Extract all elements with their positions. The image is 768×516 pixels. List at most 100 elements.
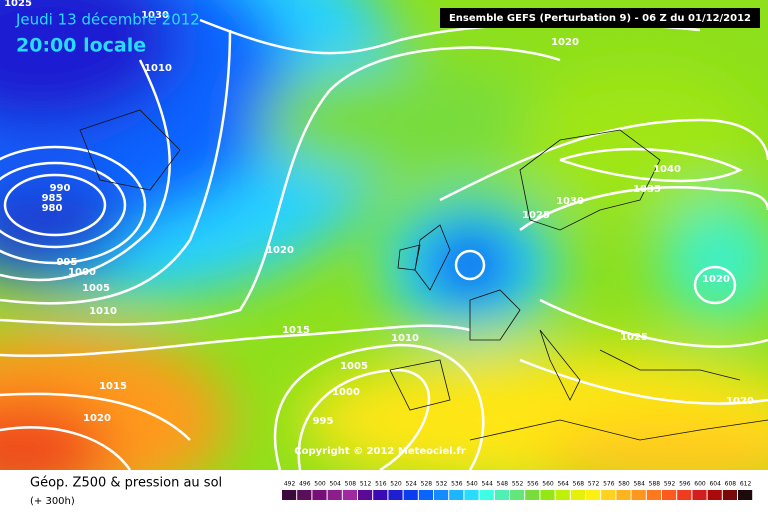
isobar-label: 1030 (556, 196, 584, 207)
legend-swatch (646, 490, 661, 500)
isobar-label: 1020 (702, 274, 730, 285)
legend-label: 568 (573, 481, 585, 488)
legend-label: 588 (649, 481, 661, 488)
isobar-label: 1020 (551, 37, 579, 48)
legend-swatch (662, 490, 677, 500)
local-time: 20:00 locale (16, 35, 146, 57)
legend-label: 572 (588, 481, 600, 488)
legend-swatch (677, 490, 692, 500)
legend-label: 604 (709, 481, 721, 488)
legend-swatch (510, 490, 525, 500)
legend-label: 540 (466, 481, 478, 488)
legend-label: 592 (664, 481, 676, 488)
legend-label: 492 (284, 481, 296, 488)
legend-swatch (555, 490, 570, 500)
legend-swatch (388, 490, 403, 500)
legend-swatch (479, 490, 494, 500)
legend-swatch (692, 490, 707, 500)
isobar-label: 1025 (4, 0, 32, 9)
isobar-label: 1005 (82, 283, 110, 294)
legend-label: 496 (299, 481, 311, 488)
footer-title: Géop. Z500 & pression au sol (30, 476, 222, 491)
legend-label: 556 (527, 481, 539, 488)
copyright: Copyright © 2012 Meteociel.fr (294, 446, 465, 457)
isobar-label: 1010 (89, 306, 117, 317)
isobar-label: 1015 (282, 325, 310, 336)
isobar-label: 1010 (391, 333, 419, 344)
coastlines (79, 109, 768, 441)
legend-label: 612 (740, 481, 752, 488)
legend-label: 524 (405, 481, 417, 488)
legend-swatch (434, 490, 449, 500)
legend-swatch (616, 490, 631, 500)
legend-swatch (403, 490, 418, 500)
isobar-label: 995 (313, 416, 334, 427)
isobar-label: 985 (42, 193, 63, 204)
isobar-label: 1025 (620, 332, 648, 343)
legend-label: 500 (314, 481, 326, 488)
legend-swatch (282, 490, 297, 500)
color-legend: 492 496 500 504 508 512 516 520 524 528 532 536 540 5… (282, 481, 753, 500)
isobar-label: 1000 (332, 387, 360, 398)
isobar-label: 980 (42, 203, 63, 214)
legend-swatch (722, 490, 737, 500)
date: Jeudi 13 décembre 2012 (15, 11, 200, 29)
legend-label: 576 (603, 481, 615, 488)
isobar-label: 1010 (144, 63, 172, 74)
legend-swatch (327, 490, 342, 500)
isobar-label: 1040 (653, 164, 681, 175)
legend-label: 552 (512, 481, 524, 488)
legend-swatch (494, 490, 509, 500)
legend-swatch (342, 490, 357, 500)
legend-label: 532 (436, 481, 448, 488)
legend-label: 512 (360, 481, 372, 488)
isobar-label: 1000 (68, 267, 96, 278)
legend-swatch (707, 490, 722, 500)
legend-label: 520 (390, 481, 402, 488)
legend-label: 584 (633, 481, 645, 488)
isobar-label: 1015 (99, 381, 127, 392)
isobar-label: 1020 (266, 245, 294, 256)
legend-label: 508 (345, 481, 357, 488)
legend-label: 608 (725, 481, 737, 488)
legend-swatch (570, 490, 585, 500)
legend-swatch (586, 490, 601, 500)
legend-label: 548 (497, 481, 509, 488)
legend-swatch (738, 490, 753, 500)
legend-label: 600 (694, 481, 706, 488)
legend-label: 580 (618, 481, 630, 488)
legend-label: 544 (481, 481, 493, 488)
legend-label: 516 (375, 481, 387, 488)
isobar-labels: 1025103010201010990985980995100010051010… (4, 0, 754, 427)
legend-swatch (601, 490, 616, 500)
legend-swatch (631, 490, 646, 500)
legend-swatch (297, 490, 312, 500)
isobar-label: 1035 (633, 184, 661, 195)
legend-swatch (358, 490, 373, 500)
legend-label: 560 (542, 481, 554, 488)
isobar-label: 1030 (141, 10, 169, 21)
legend-swatch (525, 490, 540, 500)
legend-label: 504 (329, 481, 341, 488)
isobar-label: 990 (50, 183, 71, 194)
run-info: Ensemble GEFS (Perturbation 9) - 06 Z du… (449, 13, 751, 24)
legend-label: 596 (679, 481, 691, 488)
isobars (0, 18, 768, 470)
legend-swatch (418, 490, 433, 500)
isobar-label: 1005 (340, 361, 368, 372)
legend-label: 564 (557, 481, 569, 488)
legend-swatch (449, 490, 464, 500)
isobar-label: 1020 (83, 413, 111, 424)
legend-label: 528 (421, 481, 433, 488)
legend-swatch (464, 490, 479, 500)
isobar-label: 995 (57, 257, 78, 268)
legend-swatch (540, 490, 555, 500)
legend-swatch (312, 490, 327, 500)
legend-swatch (373, 490, 388, 500)
footer-lead: (+ 300h) (30, 496, 75, 507)
legend-label: 536 (451, 481, 463, 488)
isobar-label: 1020 (726, 396, 754, 407)
